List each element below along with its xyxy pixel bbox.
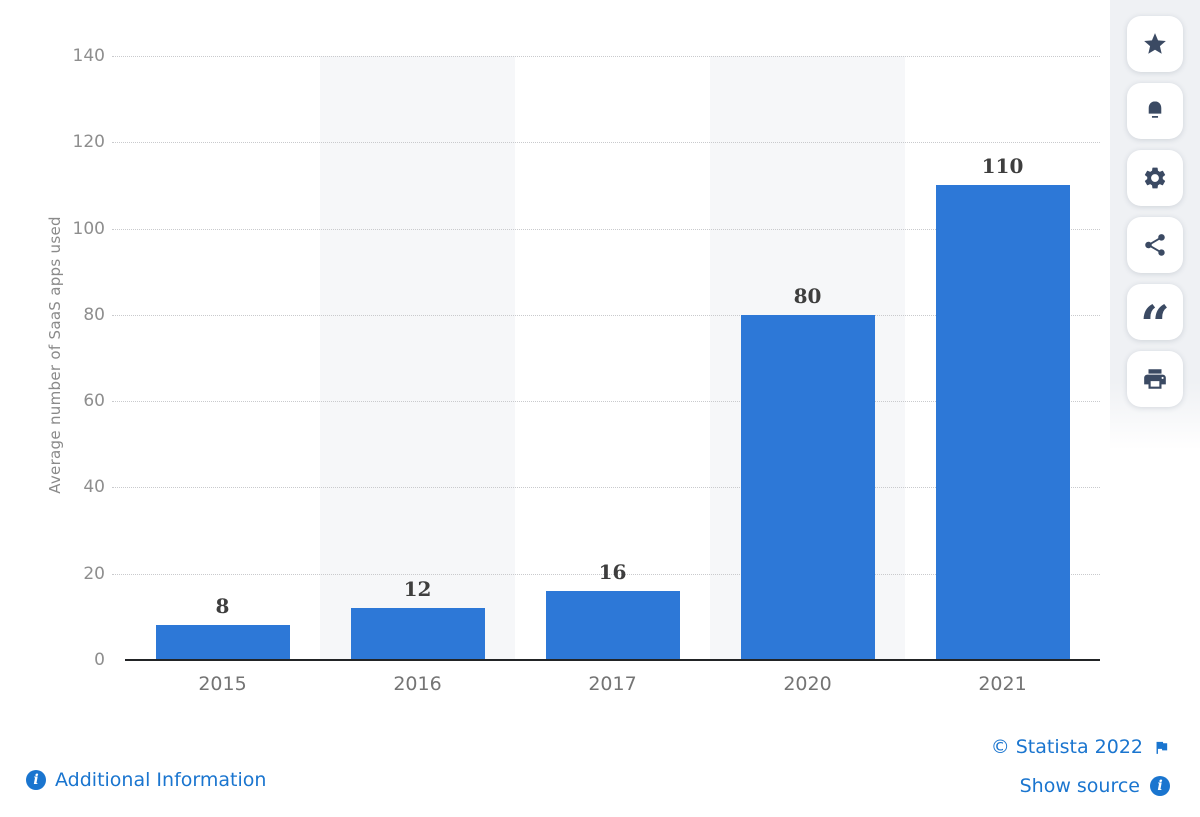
y-tick-label: 120 — [72, 132, 105, 153]
y-tick-label: 60 — [83, 391, 105, 412]
x-axis-line — [125, 659, 1100, 661]
value-label: 16 — [598, 559, 627, 584]
additional-information-label: Additional Information — [55, 769, 267, 791]
show-source-label: Show source — [1019, 775, 1140, 797]
show-source-link[interactable]: Show source i — [1020, 775, 1170, 797]
gridline — [112, 573, 1100, 575]
bell-icon — [1148, 101, 1162, 118]
print-icon — [1144, 369, 1166, 389]
share-button[interactable] — [1127, 217, 1183, 273]
copyright-label: © Statista 2022 — [990, 736, 1143, 758]
x-tick-label: 2016 — [393, 673, 442, 695]
statista-copyright-link[interactable]: © Statista 2022 — [991, 736, 1170, 758]
gridline — [112, 228, 1100, 230]
y-tick-label: 140 — [72, 46, 105, 66]
bar-2017[interactable] — [545, 590, 680, 660]
value-label: 12 — [403, 577, 432, 602]
bar-2020[interactable] — [740, 314, 875, 660]
value-label: 8 — [215, 594, 230, 619]
y-axis-title: Average number of SaaS apps used — [46, 216, 64, 494]
y-tick-label: 40 — [83, 477, 105, 498]
bar-2015[interactable] — [155, 625, 290, 660]
star-icon — [1144, 33, 1166, 54]
info-icon: i — [1150, 776, 1170, 796]
gridline — [112, 56, 1100, 57]
x-tick-label: 2015 — [198, 673, 247, 695]
print-button[interactable] — [1127, 351, 1183, 407]
gridline — [112, 487, 1100, 489]
info-icon: i — [26, 770, 46, 790]
gridline — [112, 142, 1100, 144]
alerts-button[interactable] — [1127, 83, 1183, 139]
bar-2021[interactable] — [935, 185, 1070, 660]
share-icon — [1145, 234, 1165, 256]
favorite-button[interactable] — [1127, 16, 1183, 72]
settings-button[interactable] — [1127, 150, 1183, 206]
y-tick-label: 80 — [83, 304, 105, 325]
column-band — [320, 56, 515, 660]
y-tick-label: 100 — [72, 218, 105, 239]
flag-icon — [1153, 739, 1170, 756]
toolbar: “ — [1127, 16, 1183, 407]
additional-information-link[interactable]: i Additional Information — [26, 769, 266, 791]
y-tick-label: 0 — [94, 650, 105, 670]
value-label: 80 — [793, 283, 822, 308]
footer-right: © Statista 2022 Show source i — [991, 736, 1170, 797]
cite-button[interactable]: “ — [1127, 284, 1183, 352]
y-tick-label: 20 — [83, 563, 105, 584]
gridline — [112, 401, 1100, 403]
gear-icon — [1144, 167, 1166, 189]
x-tick-label: 2017 — [588, 673, 637, 695]
x-tick-label: 2020 — [783, 673, 832, 695]
x-tick-label: 2021 — [978, 673, 1027, 695]
bar-2016[interactable] — [350, 608, 485, 660]
gridline — [112, 314, 1100, 316]
value-label: 110 — [981, 154, 1024, 179]
